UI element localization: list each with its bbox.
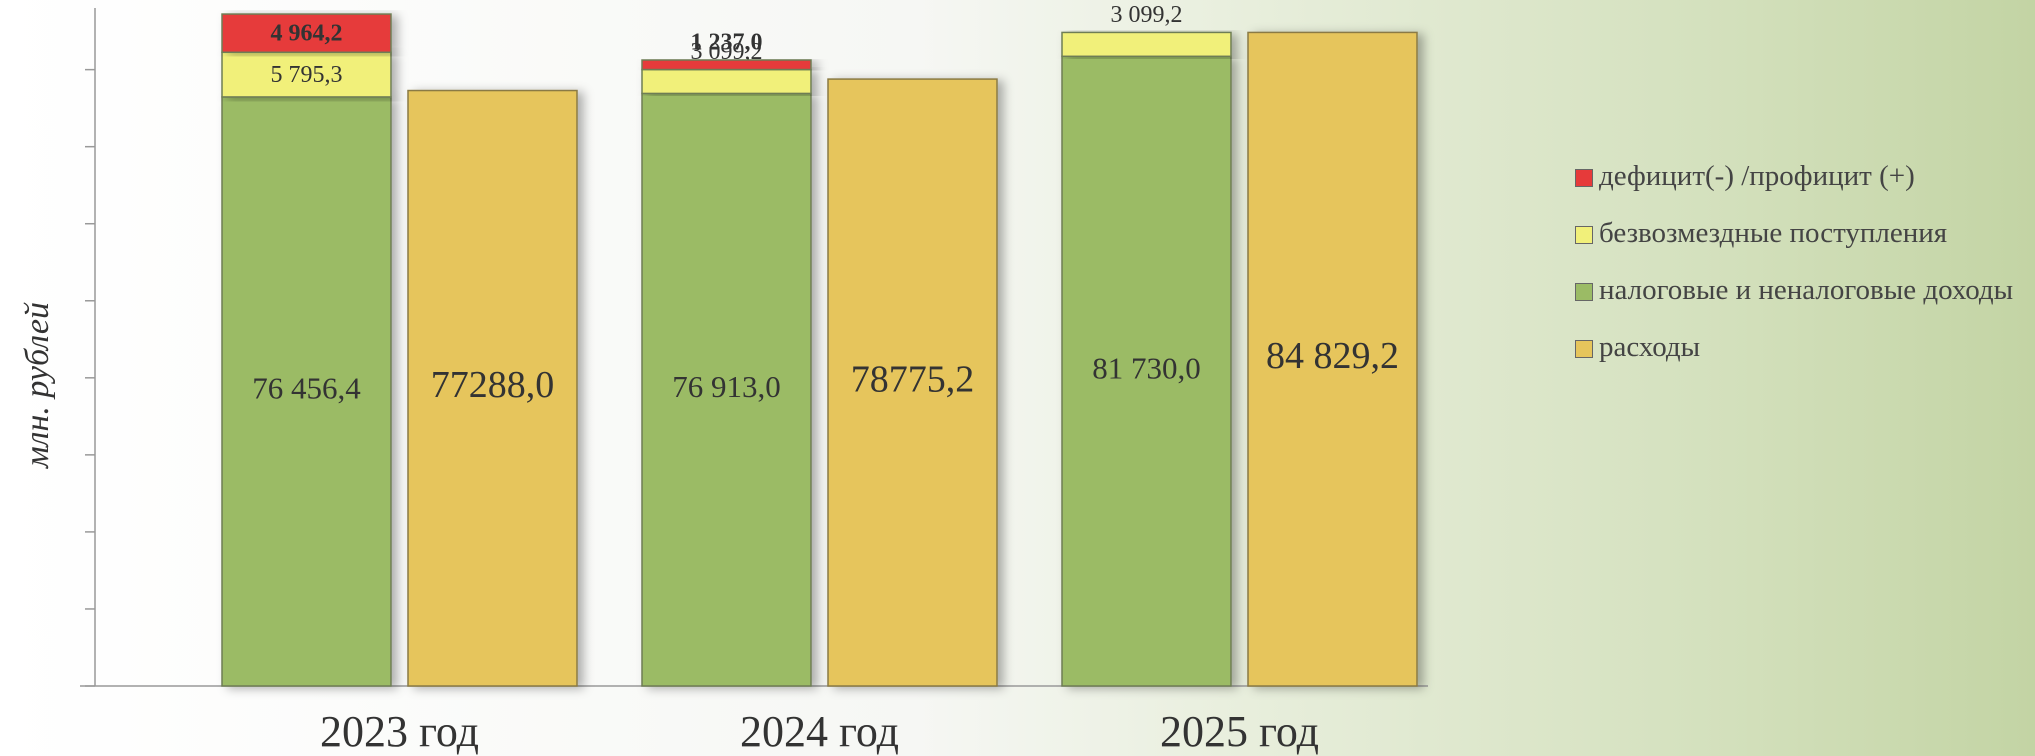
bar-segment [1061,31,1232,58]
value-label: 84 829,2 [1266,335,1399,377]
legend-label: дефицит(-) /профицит (+) [1599,160,1915,192]
value-label: 4 964,2 [271,21,343,47]
legend-label: налоговые и неналоговые доходы [1599,274,2014,306]
legend-swatch [1575,226,1593,244]
bar-segment [641,59,812,71]
value-label: 3 099,2 [1111,2,1183,28]
bar [1247,31,1418,687]
legend-swatch [1575,169,1593,187]
legend-label: безвозмездные поступления [1599,217,1948,249]
bar-segment [221,13,392,54]
legend-item: безвозмездные поступления [1575,217,2035,250]
bar-segment [221,51,392,98]
value-label: 77288,0 [431,364,555,406]
bar-segment [641,92,812,687]
legend-item: дефицит(-) /профицит (+) [1575,160,2035,193]
value-label: 76 456,4 [252,371,361,406]
legend-item: расходы [1575,331,2035,364]
value-label: 1 237,0 [691,30,763,56]
bar-segment [1061,55,1232,687]
legend-label: расходы [1599,331,1701,363]
y-axis-label: млн. рублей [19,302,56,469]
bar-segment [641,68,812,95]
x-tick-label: 2024 год [740,707,899,756]
bar [827,78,998,687]
value-label: 5 795,3 [271,62,343,88]
value-label: 81 730,0 [1092,350,1201,385]
value-label: 76 913,0 [672,369,781,404]
x-tick-label: 2023 год [320,707,479,756]
legend-item: налоговые и неналоговые доходы [1575,274,2035,307]
bar-segment [221,96,392,687]
legend-swatch [1575,283,1593,301]
legend: дефицит(-) /профицит (+) безвозмездные по… [1575,160,2035,388]
chart: млн. рублей 2023 год 76 456,4 5 795,3 4 964… [19,2,1428,756]
value-label: 78775,2 [851,358,975,400]
x-tick-label: 2025 год [1160,707,1319,756]
bar [407,89,578,687]
legend-swatch [1575,340,1593,358]
